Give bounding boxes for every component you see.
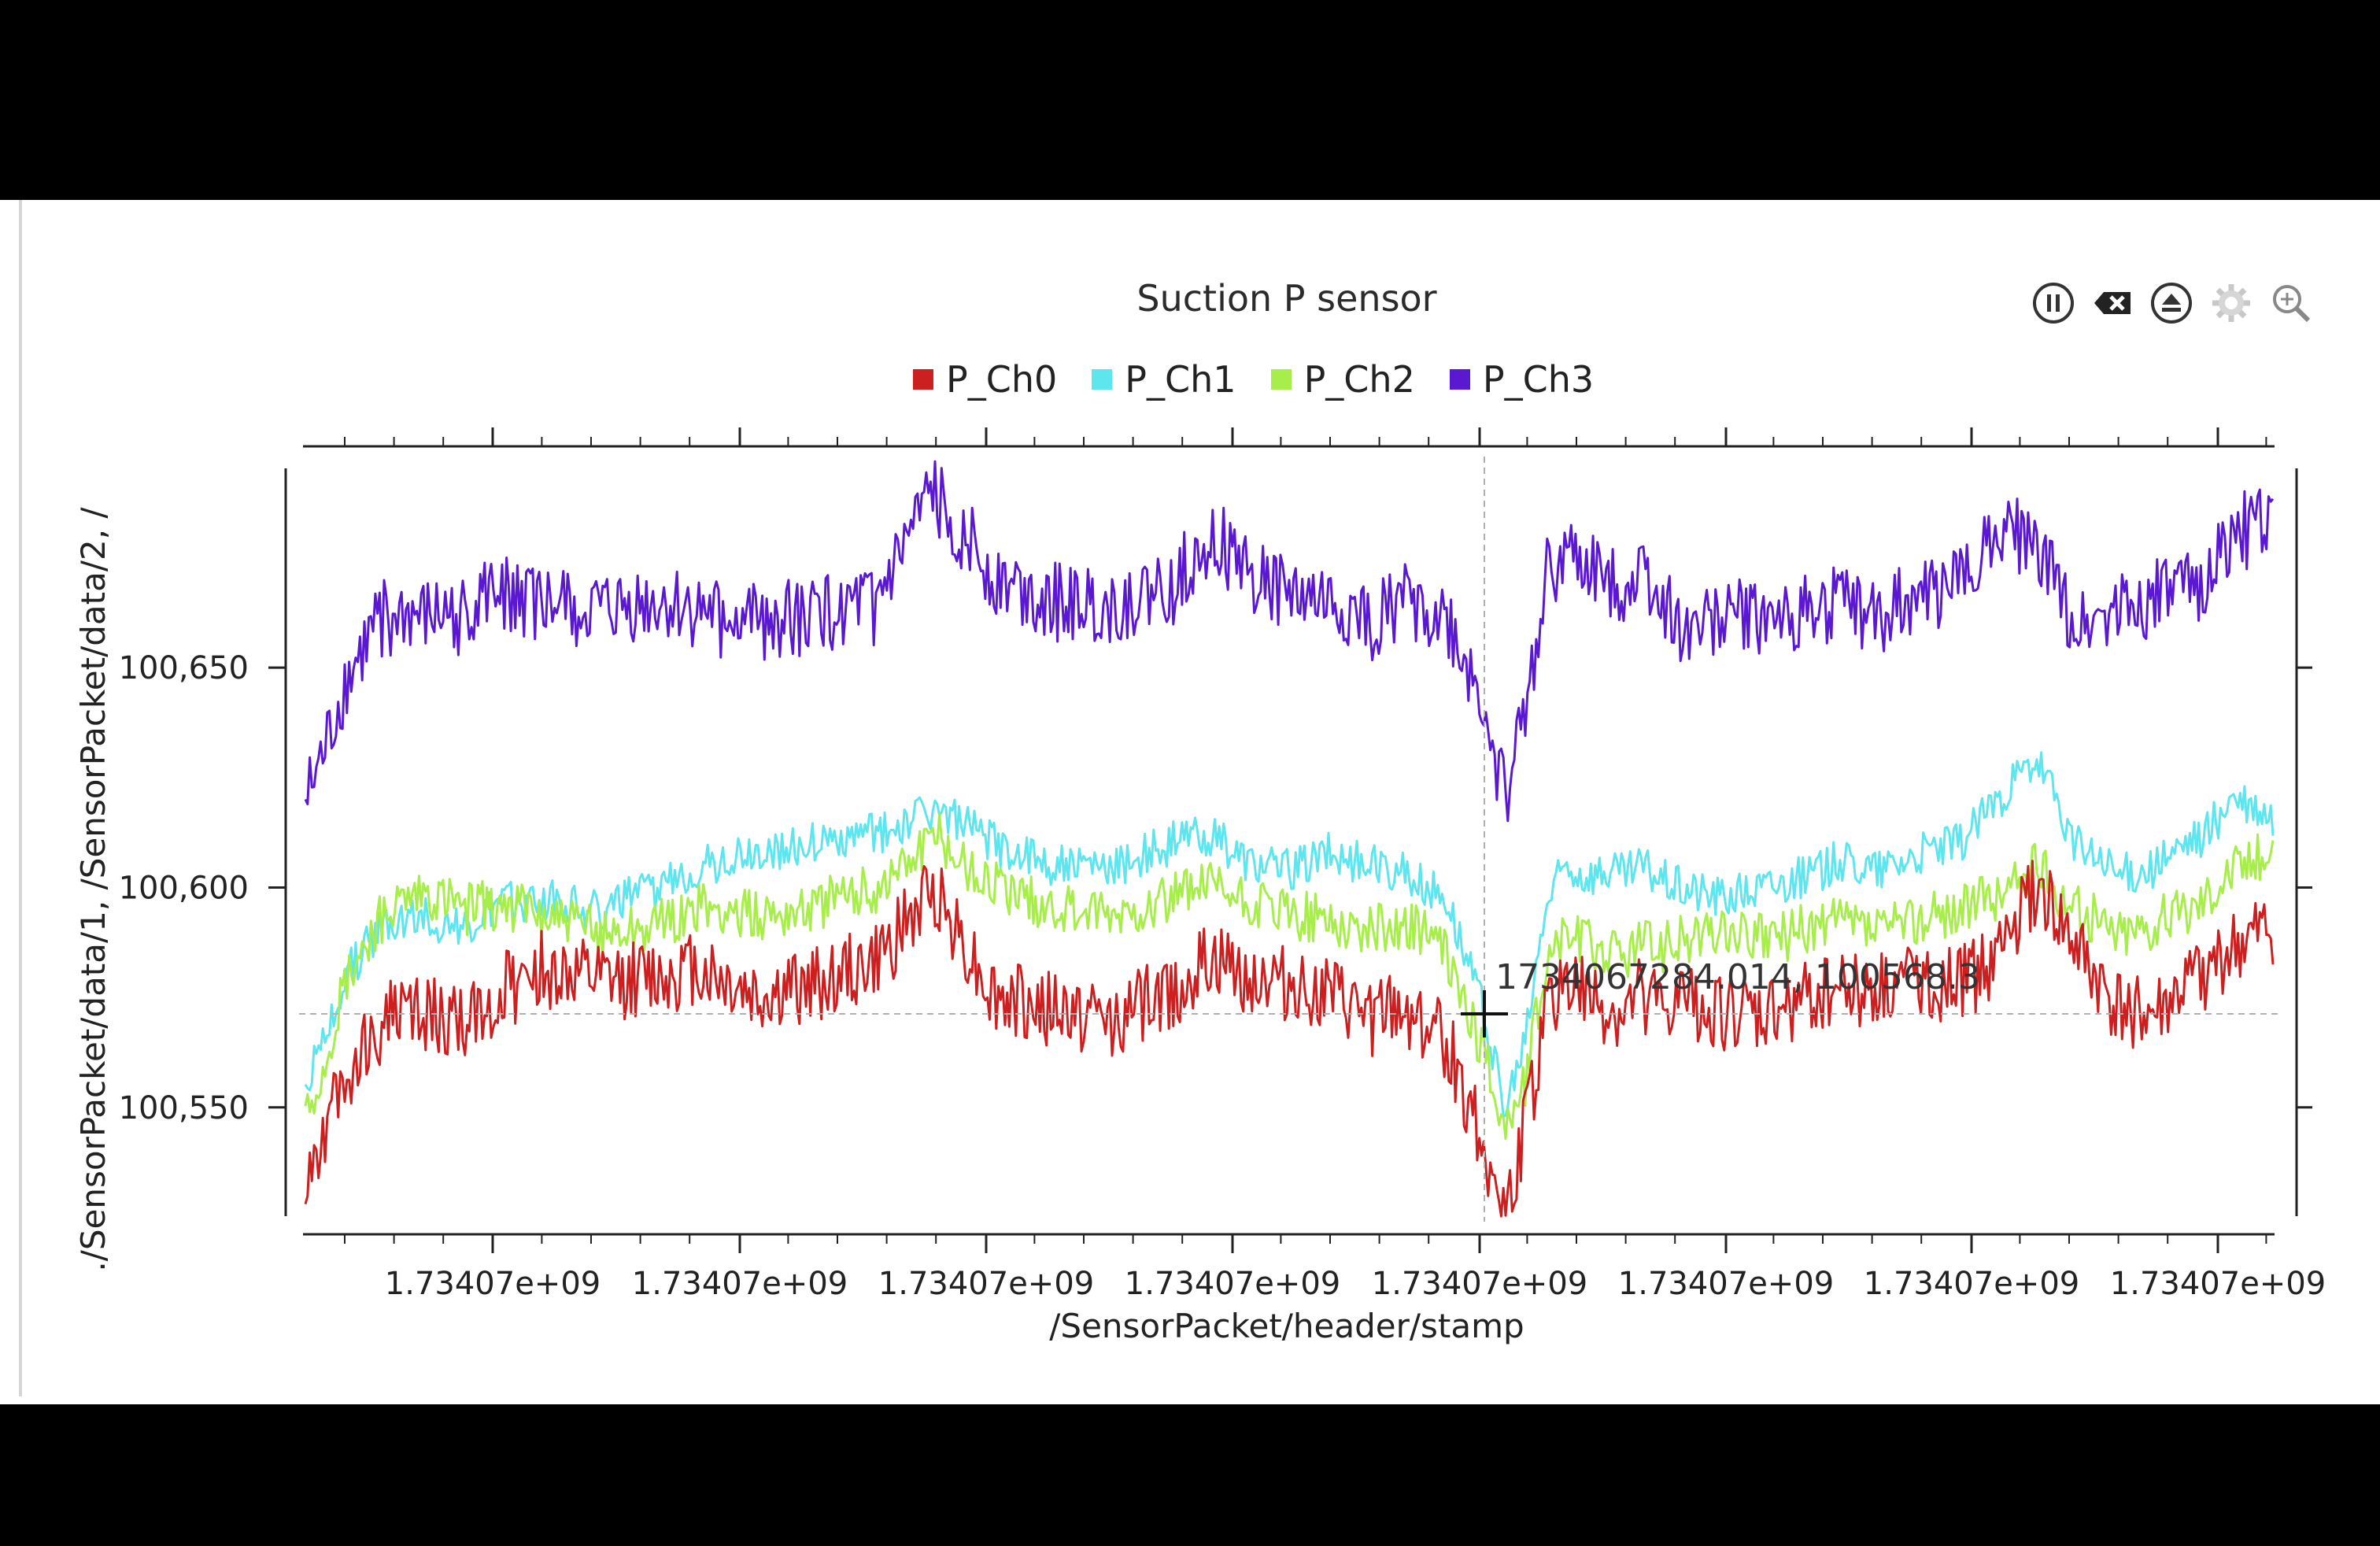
series-line-p-ch3 [304, 460, 2275, 823]
y-axis-label: ./SensorPacket/data/1, /SensorPacket/dat… [74, 507, 113, 1272]
legend-label: P_Ch2 [1303, 358, 1415, 401]
legend-item-p-ch0[interactable]: P_Ch0 [913, 358, 1057, 401]
x-axis-label: /SensorPacket/header/stamp [1049, 1307, 1524, 1345]
chart-title: Suction P sensor [1136, 277, 1437, 320]
tracker-layer: 1734067284.014, 100568.3 [299, 457, 2282, 1222]
x-tick-label: 1.73407e+09 [1125, 1266, 1340, 1302]
tracker-crosshair-icon[interactable] [1461, 990, 1508, 1037]
series-line-p-ch0 [304, 860, 2275, 1218]
legend-label: P_Ch0 [946, 358, 1058, 401]
legend-swatch [913, 369, 933, 390]
legend-swatch [1449, 369, 1470, 390]
legend-item-p-ch3[interactable]: P_Ch3 [1449, 358, 1595, 401]
y-tick-labels: 100,650 100,600 100,550 [119, 650, 249, 1126]
axes-frame [268, 427, 2312, 1253]
x-tick-label: 1.73407e+09 [385, 1266, 601, 1302]
letterbox-bottom [0, 1404, 2380, 1546]
tracker-readout: 1734067284.014, 100568.3 [1495, 957, 1980, 997]
x-tick-labels: 1.73407e+09 1.73407e+09 1.73407e+09 1.73407… [385, 1266, 2326, 1302]
letterbox-top [0, 0, 2380, 200]
legend-item-p-ch1[interactable]: P_Ch1 [1092, 358, 1236, 401]
x-tick-label: 1.73407e+09 [1618, 1266, 1834, 1302]
x-tick-label: 1.73407e+09 [2110, 1266, 2326, 1302]
x-tick-label: 1.73407e+09 [632, 1266, 848, 1302]
panel-left-edge [19, 200, 22, 1396]
settings-button[interactable] [2207, 279, 2256, 327]
clear-button[interactable] [2089, 279, 2138, 327]
legend-label: P_Ch3 [1482, 358, 1595, 401]
clear-icon [2094, 292, 2131, 314]
y-tick-label: 100,550 [119, 1090, 249, 1126]
zoom-in-icon [2273, 285, 2311, 323]
zoom-button[interactable] [2267, 279, 2315, 327]
x-tick-label: 1.73407e+09 [1372, 1266, 1587, 1302]
series-layer [304, 460, 2275, 1218]
legend-swatch [1270, 369, 1292, 390]
pause-icon [2033, 283, 2074, 324]
series-line-p-ch1 [304, 751, 2275, 1118]
x-tick-label: 1.73407e+09 [878, 1266, 1094, 1302]
legend-item-p-ch2[interactable]: P_Ch2 [1270, 358, 1415, 401]
chart-legend: P_Ch0 P_Ch1 P_Ch2 P_Ch3 [913, 356, 1594, 403]
eject-button[interactable] [2147, 279, 2196, 327]
settings-gear-icon [2212, 284, 2250, 322]
y-tick-label: 100,600 [119, 870, 249, 906]
eject-icon [2151, 283, 2192, 324]
y-tick-label: 100,650 [119, 650, 249, 686]
x-tick-label: 1.73407e+09 [1864, 1266, 2079, 1302]
pause-button[interactable] [2029, 279, 2078, 327]
legend-label: P_Ch1 [1125, 358, 1236, 401]
legend-swatch [1092, 369, 1113, 390]
